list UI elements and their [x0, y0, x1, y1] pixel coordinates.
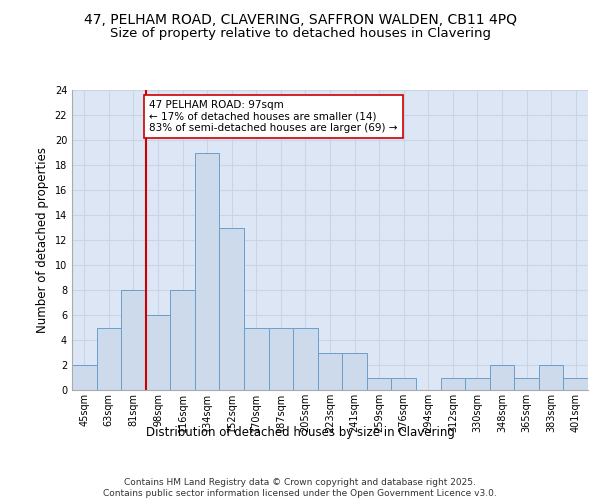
Bar — [244, 328, 269, 390]
Bar — [440, 378, 465, 390]
Text: 47 PELHAM ROAD: 97sqm
← 17% of detached houses are smaller (14)
83% of semi-deta: 47 PELHAM ROAD: 97sqm ← 17% of detached … — [149, 100, 398, 133]
Bar — [342, 352, 367, 390]
Text: Contains HM Land Registry data © Crown copyright and database right 2025.
Contai: Contains HM Land Registry data © Crown c… — [103, 478, 497, 498]
Bar — [367, 378, 391, 390]
Bar — [391, 378, 416, 390]
Bar — [269, 328, 293, 390]
Bar — [121, 290, 146, 390]
Bar — [293, 328, 318, 390]
Y-axis label: Number of detached properties: Number of detached properties — [36, 147, 49, 333]
Bar — [146, 315, 170, 390]
Text: 47, PELHAM ROAD, CLAVERING, SAFFRON WALDEN, CB11 4PQ: 47, PELHAM ROAD, CLAVERING, SAFFRON WALD… — [83, 12, 517, 26]
Bar — [72, 365, 97, 390]
Bar — [563, 378, 588, 390]
Bar — [465, 378, 490, 390]
Bar — [514, 378, 539, 390]
Bar — [195, 152, 220, 390]
Bar — [318, 352, 342, 390]
Bar — [490, 365, 514, 390]
Text: Size of property relative to detached houses in Clavering: Size of property relative to detached ho… — [110, 28, 491, 40]
Bar — [539, 365, 563, 390]
Bar — [170, 290, 195, 390]
Text: Distribution of detached houses by size in Clavering: Distribution of detached houses by size … — [146, 426, 454, 439]
Bar — [220, 228, 244, 390]
Bar — [97, 328, 121, 390]
